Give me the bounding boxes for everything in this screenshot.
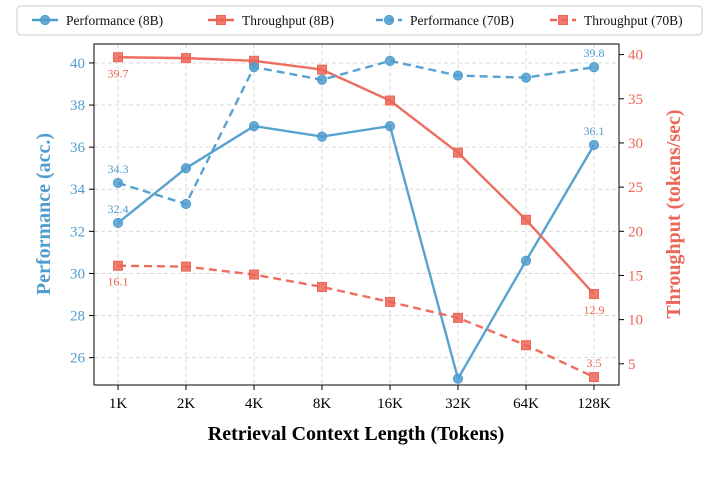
point-performance-8b	[520, 255, 532, 266]
y-right-tick-label: 35	[628, 92, 643, 108]
point-performance-70b	[248, 62, 260, 73]
x-tick-label: 4K	[245, 396, 264, 412]
x-tick-label: 8K	[313, 396, 332, 412]
y-left-tick-label: 30	[70, 266, 85, 282]
y-left-tick-label: 32	[70, 224, 85, 240]
point-performance-8b	[384, 120, 396, 132]
y-right-tick-label: 20	[628, 224, 643, 240]
point-throughput-8b	[589, 289, 599, 300]
data-label: 12.9	[584, 303, 605, 317]
point-throughput-70b	[113, 260, 123, 271]
point-throughput-70b	[385, 296, 395, 307]
point-performance-8b	[316, 131, 328, 142]
point-performance-70b	[520, 72, 532, 83]
y-left-tick-label: 26	[70, 351, 86, 367]
series-line-throughput-8b	[117, 56, 595, 295]
y-left-tick-label: 28	[70, 309, 85, 325]
legend-label-performance-70b: Performance (70B)	[410, 13, 514, 28]
legend-marker-performance-8b	[39, 14, 51, 26]
series-line-performance-8b	[117, 124, 596, 380]
point-performance-70b	[112, 177, 124, 189]
y-left-tick-label: 36	[70, 140, 86, 156]
point-performance-8b	[452, 373, 464, 384]
legend-marker-performance-70b	[383, 14, 395, 26]
point-performance-8b	[180, 163, 192, 174]
y-left-tick-label: 38	[70, 98, 85, 114]
series-line-throughput-70b	[117, 264, 595, 379]
data-label: 32.4	[108, 202, 129, 216]
point-throughput-8b	[385, 95, 395, 106]
legend-label-performance-8b: Performance (8B)	[66, 13, 163, 28]
y-left-tick-label: 40	[70, 56, 85, 72]
data-labels: 32.4 34.3 36.1 39.8 39.7 16.1 12.9 3.5	[108, 46, 605, 370]
x-tick-label: 128K	[577, 396, 611, 412]
point-throughput-70b	[317, 281, 327, 292]
y-axis-right-title: Throughput (tokens/sec)	[663, 109, 685, 318]
point-performance-70b	[180, 198, 192, 210]
legend: Performance (8B) Throughput (8B) Performan…	[32, 13, 683, 28]
point-performance-8b	[588, 139, 600, 151]
data-label: 39.8	[584, 46, 605, 60]
legend-box	[16, 5, 703, 36]
legend-marker-throughput-8b	[216, 15, 226, 25]
point-throughput-8b	[113, 52, 123, 63]
point-throughput-70b	[453, 312, 463, 323]
point-performance-70b	[316, 74, 328, 85]
series-line-performance-70b	[117, 59, 595, 206]
point-performance-8b	[248, 120, 260, 132]
data-label: 39.7	[108, 66, 129, 80]
point-performance-8b	[112, 217, 124, 229]
data-label: 36.1	[584, 124, 605, 138]
point-throughput-70b	[181, 261, 191, 272]
legend-marker-throughput-70b	[558, 15, 568, 25]
data-label: 16.1	[108, 275, 129, 289]
point-throughput-70b	[589, 372, 599, 383]
data-label: 34.3	[108, 162, 129, 176]
point-performance-70b	[588, 62, 600, 73]
point-throughput-8b	[521, 214, 531, 225]
y-right-tick-label: 30	[628, 136, 643, 152]
x-tick-label: 32K	[445, 396, 471, 412]
y-right-tick-label: 25	[628, 180, 643, 196]
y-right-tick-label: 40	[628, 48, 643, 64]
legend-label-throughput-8b: Throughput (8B)	[242, 13, 334, 28]
x-tick-label: 2K	[177, 396, 196, 412]
legend-label-throughput-70b: Throughput (70B)	[584, 13, 683, 28]
grid	[94, 44, 619, 385]
plot-frame	[93, 43, 620, 386]
y-right-tick-label: 10	[628, 313, 643, 329]
y-left-tick-label: 34	[70, 182, 86, 198]
point-performance-70b	[452, 70, 464, 81]
series-layer	[112, 52, 600, 384]
point-throughput-70b	[249, 269, 259, 280]
y-right-tick-label: 5	[628, 357, 636, 373]
axis-ticks: 1K 2K 4K 8K 16K 32K 64K 128K 26 28 30 32 34 36 38 40 5 10…	[70, 48, 643, 412]
point-throughput-8b	[317, 64, 327, 75]
point-throughput-8b	[181, 53, 191, 64]
point-performance-70b	[384, 55, 396, 66]
x-tick-label: 16K	[377, 396, 403, 412]
x-tick-label: 1K	[109, 396, 128, 412]
x-tick-label: 64K	[513, 396, 539, 412]
point-throughput-70b	[521, 340, 531, 351]
y-axis-left-title: Performance (acc.)	[33, 133, 55, 295]
y-right-tick-label: 15	[628, 268, 643, 284]
point-throughput-8b	[453, 147, 463, 158]
x-axis-title: Retrieval Context Length (Tokens)	[208, 423, 504, 445]
data-label: 3.5	[587, 356, 602, 370]
